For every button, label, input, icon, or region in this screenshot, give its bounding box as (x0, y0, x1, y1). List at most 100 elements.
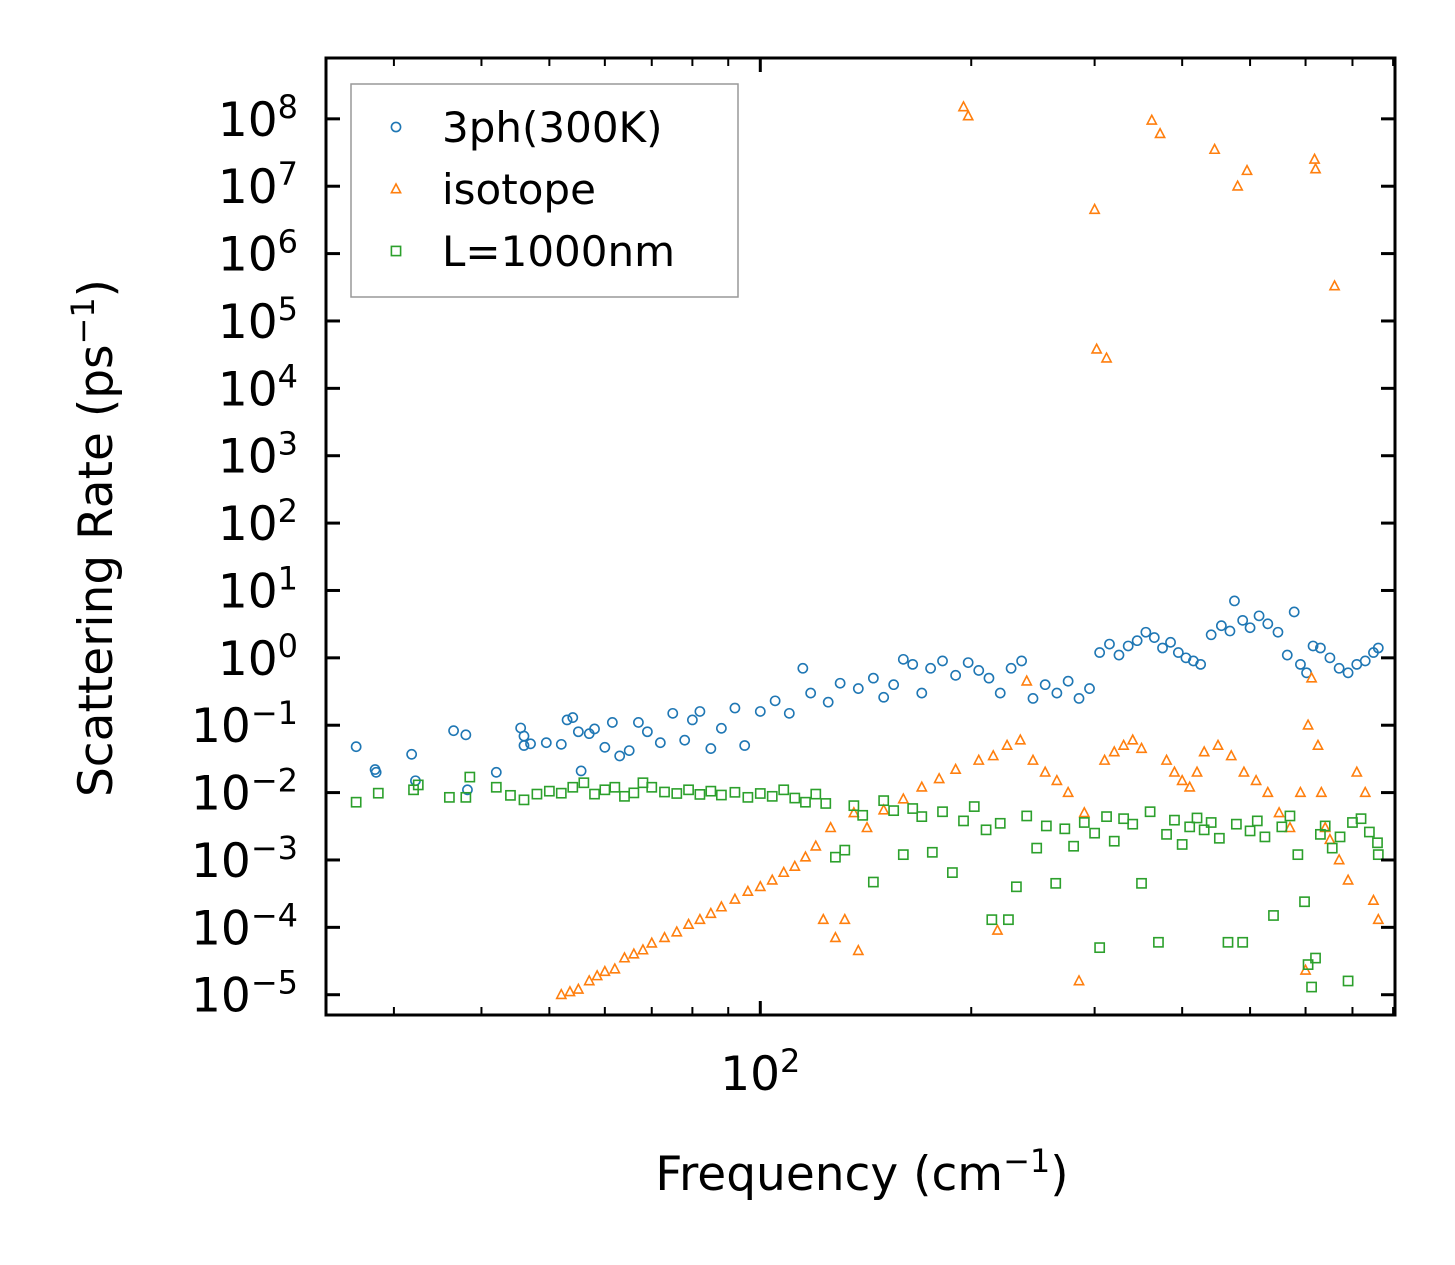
data-point (1328, 279, 1341, 291)
data-point (1039, 679, 1051, 691)
data-point (1284, 810, 1296, 822)
data-point (609, 781, 621, 793)
data-point (1020, 674, 1033, 686)
data-point (1310, 952, 1321, 964)
data-point (518, 794, 530, 806)
data-point (628, 787, 640, 799)
data-point (1027, 753, 1039, 765)
data-point (916, 811, 928, 823)
data-point (555, 738, 567, 750)
data-point (686, 714, 698, 726)
data-point (728, 892, 741, 904)
legend-entry: 3ph(300K) (390, 103, 662, 152)
data-point (1140, 626, 1152, 638)
data-point (915, 780, 928, 792)
data-point (561, 714, 573, 726)
data-point (754, 880, 767, 892)
data-point (867, 672, 879, 684)
data-point (810, 788, 822, 800)
y-tick-label: 108 (218, 88, 298, 148)
data-point (1229, 595, 1240, 607)
data-point (1319, 820, 1331, 832)
data-point (1090, 342, 1103, 354)
data-point (599, 741, 611, 753)
data-point (754, 788, 766, 799)
data-point (543, 785, 555, 797)
data-point (1276, 821, 1288, 833)
data-point (1250, 773, 1263, 786)
data-point (1205, 817, 1217, 828)
data-point (1078, 817, 1090, 828)
legend-marker (390, 182, 402, 194)
data-point (1308, 152, 1321, 164)
data-point (861, 821, 873, 833)
data-point (897, 653, 909, 665)
data-point (1039, 765, 1052, 777)
data-point (1284, 821, 1296, 833)
data-point (1326, 842, 1338, 854)
data-point (1108, 835, 1120, 847)
data-point (1161, 828, 1172, 840)
data-point (683, 784, 694, 796)
data-point (1372, 837, 1383, 849)
data-point (525, 738, 536, 750)
data-point (994, 687, 1006, 699)
data-point (937, 655, 948, 667)
data-point (1237, 936, 1249, 948)
data-point (618, 951, 631, 963)
data-point (1295, 658, 1306, 670)
data-point (1262, 618, 1274, 630)
data-point (1176, 839, 1188, 850)
data-point (742, 791, 754, 803)
data-point (847, 806, 860, 818)
data-point (623, 745, 635, 757)
data-point (1160, 753, 1173, 765)
y-tick-label: 100 (218, 627, 298, 687)
data-point (715, 722, 727, 734)
data-point (809, 839, 822, 851)
data-point (671, 788, 683, 799)
data-point (564, 985, 576, 997)
data-point (1136, 877, 1147, 889)
data-point (694, 706, 706, 717)
data-point (1302, 718, 1315, 730)
legend-label: 3ph(300K) (442, 103, 662, 152)
data-point (1195, 658, 1207, 670)
data-point (1288, 606, 1300, 618)
data-point (1016, 655, 1028, 667)
data-point (789, 792, 801, 804)
data-point (991, 923, 1004, 935)
data-point (962, 109, 975, 121)
data-point (614, 750, 626, 762)
data-point (1208, 142, 1221, 155)
data-point (627, 947, 640, 959)
series-square (350, 771, 1384, 993)
data-point (1176, 773, 1189, 786)
legend-frame (350, 83, 739, 298)
data-point (1212, 738, 1224, 750)
data-point (490, 781, 502, 793)
data-point (1302, 959, 1314, 970)
data-point (1272, 626, 1284, 638)
data-point (800, 796, 811, 808)
data-point (972, 753, 985, 765)
data-point (1191, 765, 1203, 777)
data-point (1225, 749, 1238, 761)
data-point (1183, 780, 1196, 792)
data-point (1021, 810, 1033, 822)
data-point (824, 821, 837, 833)
data-point (1324, 652, 1336, 664)
legend-label: L=1000nm (442, 227, 675, 276)
data-point (462, 784, 473, 796)
data-point (646, 781, 658, 793)
data-point (766, 790, 778, 802)
data-point (987, 749, 1000, 761)
data-point (1050, 773, 1063, 786)
data-point (1073, 693, 1085, 704)
data-point (1333, 853, 1346, 865)
data-point (1241, 163, 1253, 176)
data-point (1342, 873, 1355, 885)
data-point (667, 707, 679, 719)
data-point (1051, 687, 1063, 699)
data-point (1213, 832, 1225, 844)
